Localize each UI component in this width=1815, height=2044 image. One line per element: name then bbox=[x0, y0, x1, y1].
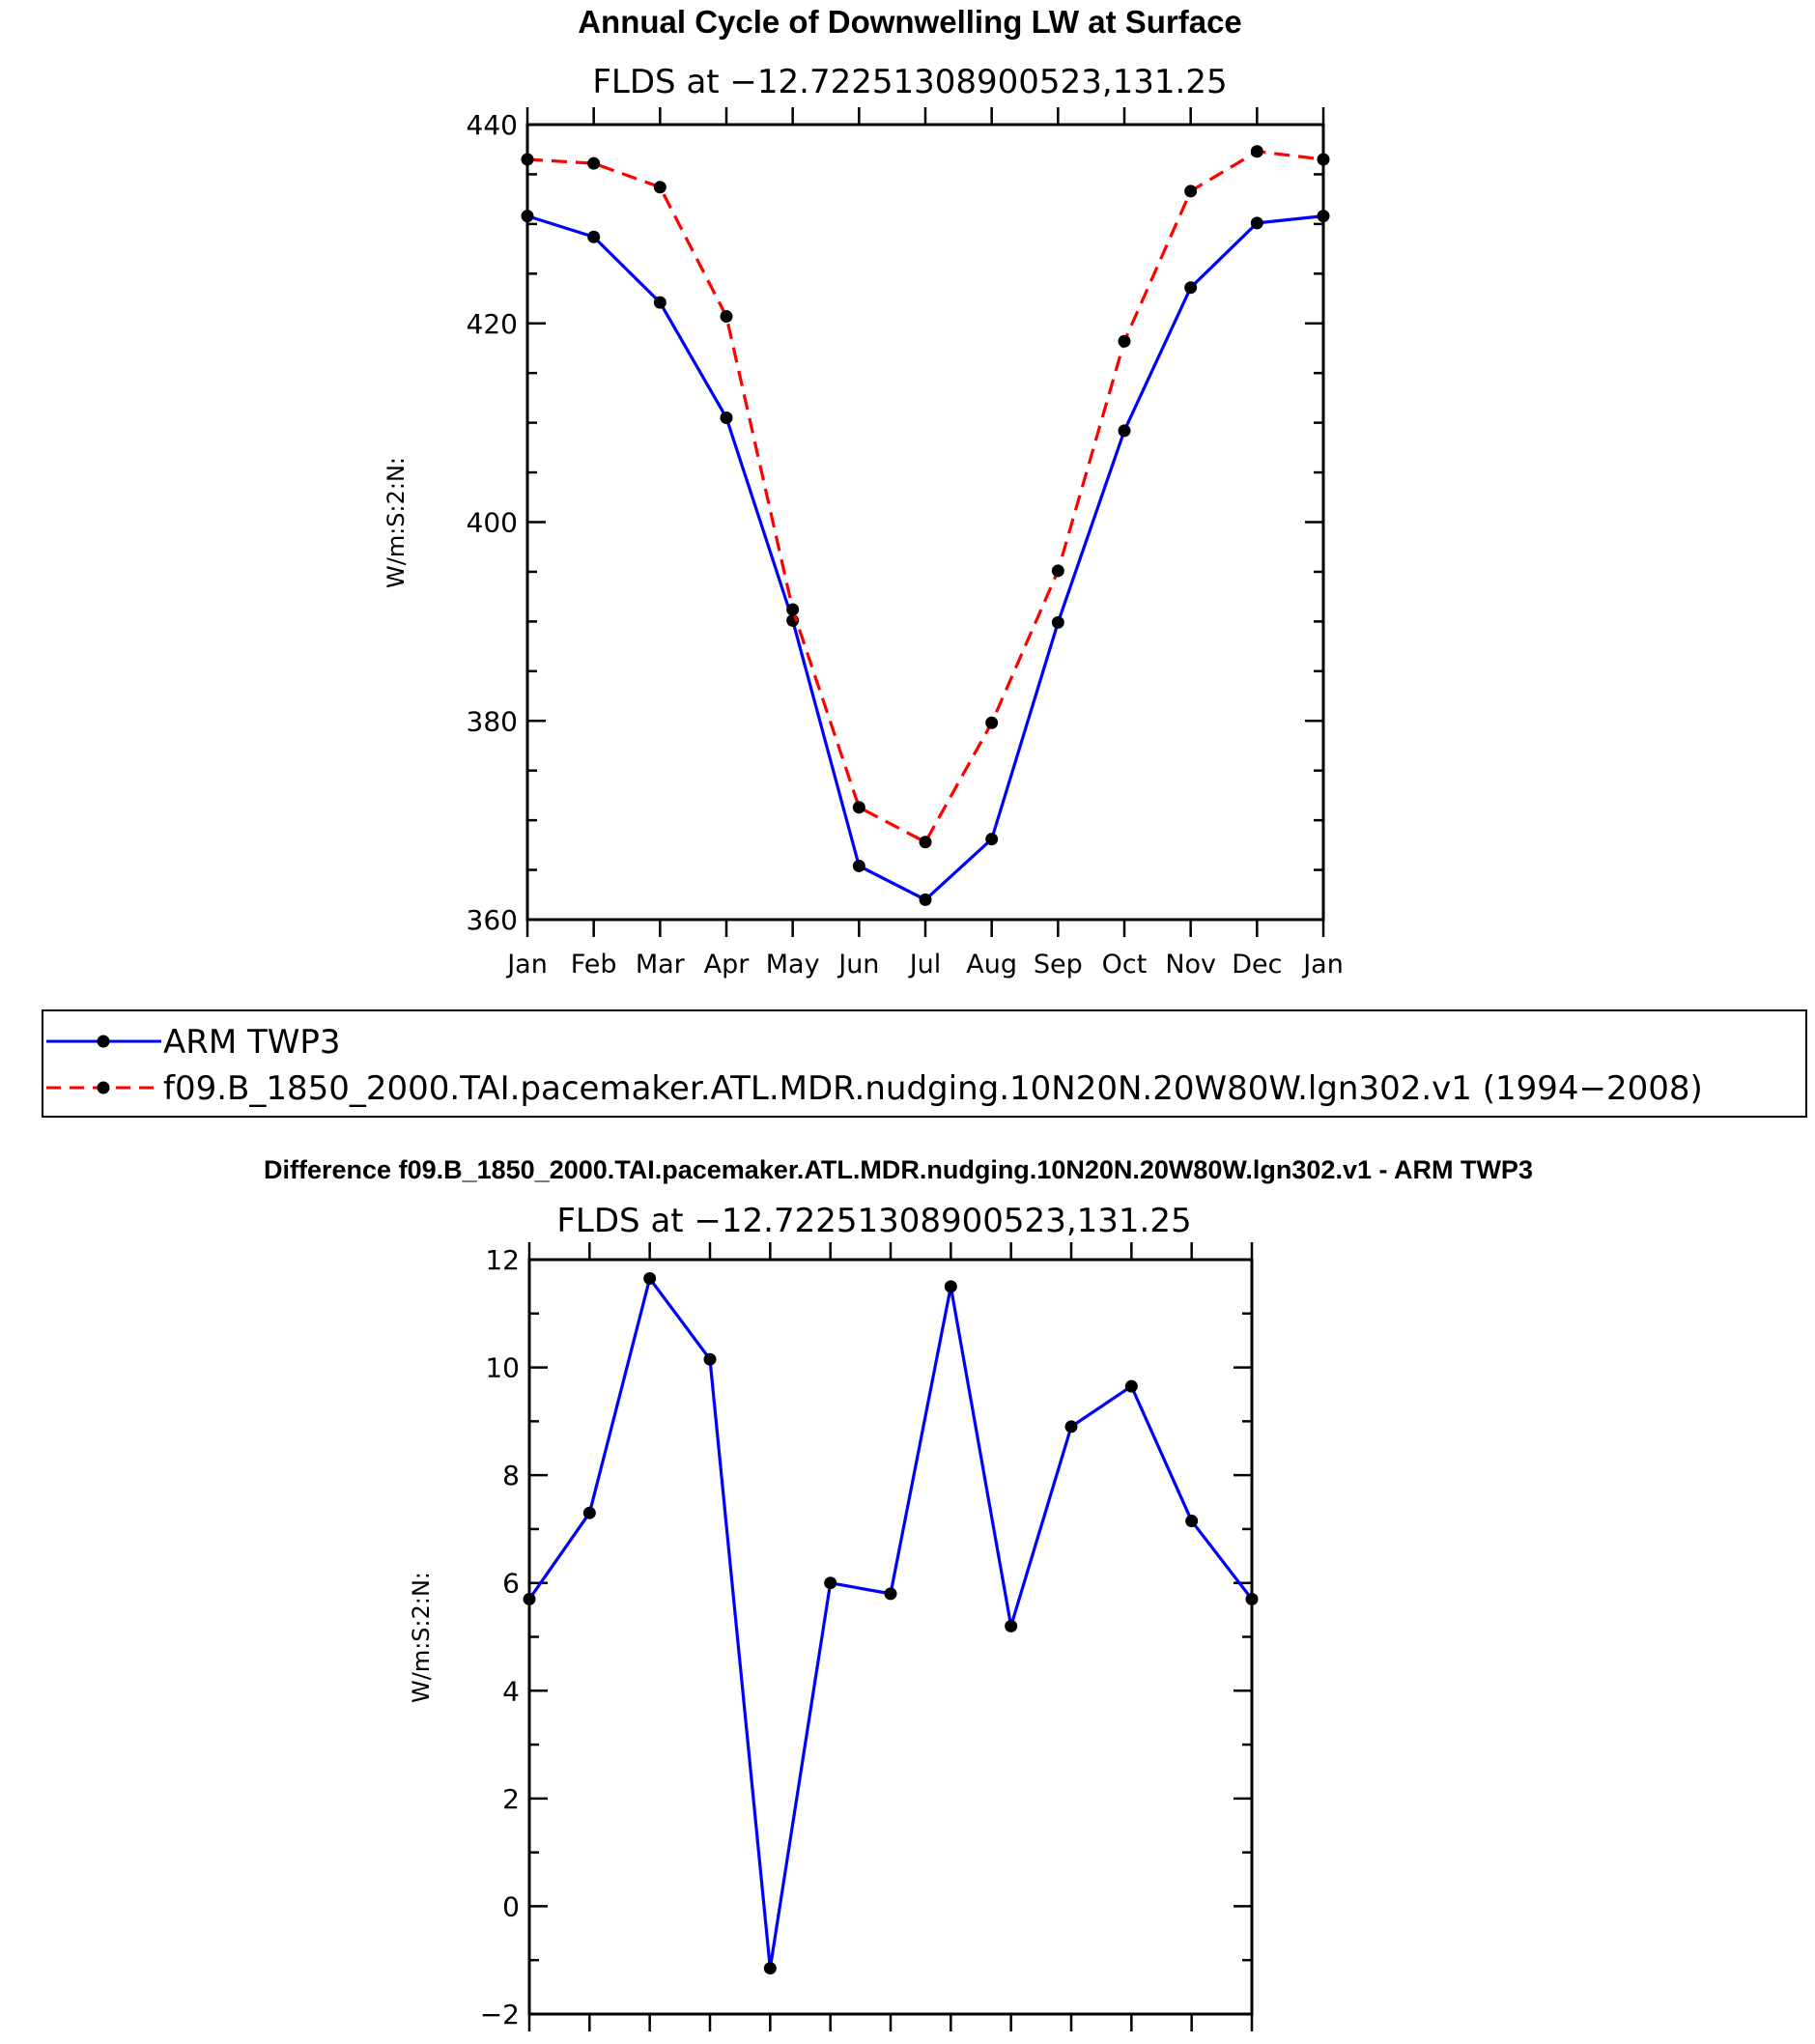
x-tick-label: May bbox=[766, 950, 820, 979]
y-tick-label: 420 bbox=[467, 308, 518, 340]
data-point-series-0 bbox=[919, 893, 932, 906]
data-point-series-0 bbox=[1118, 424, 1131, 438]
series-line-0 bbox=[526, 214, 1324, 902]
x-tick-label: Sep bbox=[1034, 950, 1083, 979]
x-tick-label: Jun bbox=[837, 950, 879, 979]
chart2-y-tick-labels: −2 0 2 4 6 8 10 12 bbox=[480, 1244, 520, 2030]
y-tick-label: 440 bbox=[467, 109, 518, 141]
data-point-series-0 bbox=[852, 859, 865, 872]
data-point-series-0 bbox=[643, 1272, 657, 1286]
y-tick-label: 380 bbox=[467, 705, 518, 737]
difference-chart: Difference f09.B_1850_2000.TAI.pacemaker… bbox=[264, 1155, 1533, 2031]
data-point-series-0 bbox=[1185, 1515, 1199, 1528]
legend-marker-arm bbox=[97, 1035, 110, 1048]
y-tick-label: 2 bbox=[502, 1783, 520, 1815]
y-tick-label: 10 bbox=[485, 1352, 520, 1384]
x-tick-label: Jan bbox=[505, 950, 548, 979]
chart2-tick-marks bbox=[527, 1242, 1254, 2031]
x-tick-label: Mar bbox=[636, 950, 686, 979]
legend-entry-arm: ARM TWP3 bbox=[163, 1023, 341, 1062]
chart2-series bbox=[523, 1272, 1259, 1975]
data-point-series-0 bbox=[1184, 281, 1198, 295]
data-point-series-1 bbox=[1184, 185, 1198, 198]
data-point-series-0 bbox=[944, 1280, 957, 1293]
y-tick-label: 6 bbox=[502, 1568, 520, 1600]
data-point-series-1 bbox=[786, 603, 800, 616]
y-tick-label: 4 bbox=[502, 1675, 520, 1707]
data-point-series-0 bbox=[884, 1587, 897, 1601]
chart2-plot-frame bbox=[527, 1258, 1254, 2016]
legend-box bbox=[42, 1009, 1807, 1118]
chart1-y-tick-labels: 360 380 400 420 440 bbox=[467, 109, 518, 936]
data-point-series-1 bbox=[587, 156, 601, 170]
chart2-subtitle: FLDS at −12.72251308900523,131.25 bbox=[556, 1202, 1191, 1240]
chart1-subtitle: FLDS at −12.72251308900523,131.25 bbox=[592, 63, 1227, 101]
y-tick-label: −2 bbox=[480, 1999, 520, 2030]
series-line-0 bbox=[527, 1276, 1254, 1971]
annual-cycle-chart: Annual Cycle of Downwelling LW at Surfac… bbox=[383, 4, 1344, 979]
x-tick-label: Nov bbox=[1165, 950, 1216, 979]
chart2-ylabel: W/m:S:2:N: bbox=[408, 1572, 435, 1703]
chart1-title: Annual Cycle of Downwelling LW at Surfac… bbox=[578, 4, 1242, 40]
y-tick-label: 8 bbox=[502, 1460, 520, 1491]
chart1-ylabel: W/m:S:2:N: bbox=[383, 457, 410, 588]
x-tick-label: Aug bbox=[966, 950, 1017, 979]
data-point-series-1 bbox=[1250, 145, 1263, 158]
y-tick-label: 400 bbox=[467, 507, 518, 539]
data-point-series-0 bbox=[582, 1506, 596, 1519]
data-point-series-0 bbox=[1051, 615, 1064, 629]
x-tick-label: Dec bbox=[1232, 950, 1282, 979]
data-point-series-1 bbox=[720, 310, 733, 324]
data-point-series-0 bbox=[763, 1962, 777, 1975]
data-point-series-0 bbox=[703, 1352, 717, 1366]
chart1-tick-marks bbox=[525, 107, 1325, 937]
data-point-series-0 bbox=[824, 1576, 837, 1590]
data-point-series-0 bbox=[587, 230, 601, 243]
data-point-series-0 bbox=[985, 833, 999, 846]
data-point-series-0 bbox=[653, 296, 666, 309]
data-point-series-1 bbox=[1051, 564, 1064, 578]
x-tick-label: Jul bbox=[908, 950, 942, 979]
x-tick-label: Feb bbox=[571, 950, 617, 979]
data-point-series-1 bbox=[653, 181, 666, 194]
data-point-series-1 bbox=[919, 836, 932, 849]
legend-marker-model bbox=[97, 1081, 110, 1094]
legend: ARM TWP3 f09.B_1850_2000.TAI.pacemaker.A… bbox=[42, 1009, 1807, 1118]
chart1-x-tick-labels: Jan Feb Mar Apr May Jun Jul Aug Sep Oct Nov Dec Jan bbox=[505, 950, 1344, 979]
data-point-series-1 bbox=[985, 716, 999, 729]
data-point-series-0 bbox=[720, 411, 733, 424]
y-tick-label: 0 bbox=[502, 1890, 520, 1922]
series-line-1 bbox=[526, 150, 1324, 844]
legend-entry-model: f09.B_1850_2000.TAI.pacemaker.ATL.MDR.nu… bbox=[163, 1069, 1703, 1108]
data-point-series-0 bbox=[1250, 216, 1263, 230]
chart2-title: Difference f09.B_1850_2000.TAI.pacemaker… bbox=[264, 1155, 1533, 1184]
x-tick-label: Apr bbox=[704, 950, 751, 979]
x-tick-label: Oct bbox=[1102, 950, 1148, 979]
data-point-series-1 bbox=[1118, 334, 1131, 348]
y-tick-label: 12 bbox=[485, 1244, 520, 1276]
y-tick-label: 360 bbox=[467, 904, 518, 936]
data-point-series-0 bbox=[1124, 1379, 1138, 1393]
data-point-series-1 bbox=[852, 801, 865, 814]
chart1-plot-frame bbox=[525, 123, 1325, 922]
chart1-series bbox=[521, 145, 1330, 906]
data-point-series-0 bbox=[1005, 1619, 1018, 1632]
x-tick-label: Jan bbox=[1301, 950, 1344, 979]
data-point-series-0 bbox=[1064, 1420, 1078, 1434]
